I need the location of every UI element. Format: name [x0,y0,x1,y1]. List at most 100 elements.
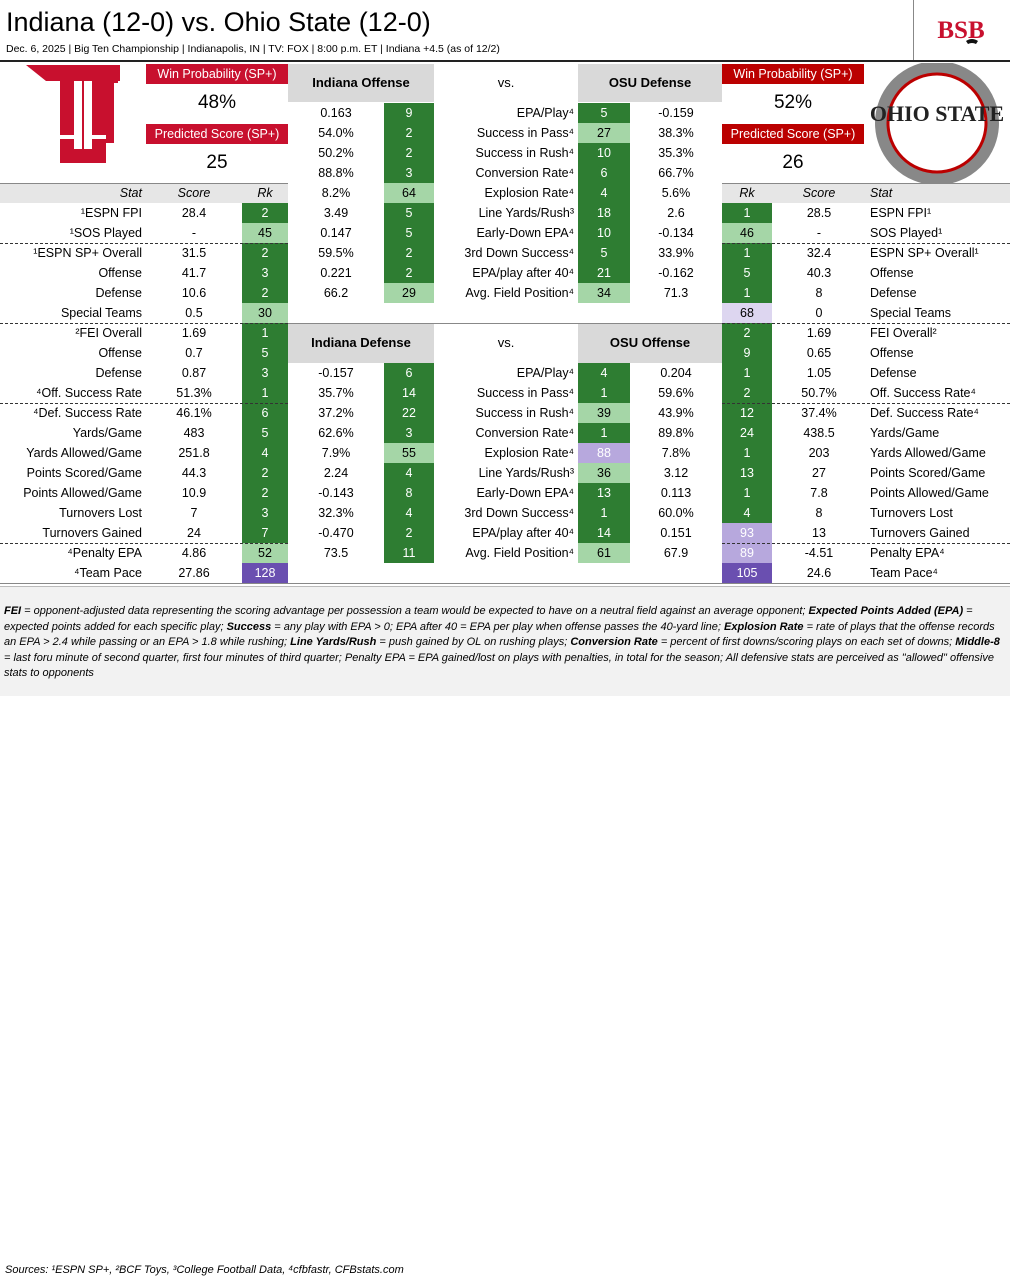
side-stat-label: Offense [870,346,914,360]
osu-value: 43.9% [658,406,694,420]
indiana-rank: 4 [384,463,434,483]
osu-value: 33.9% [658,246,694,260]
side-rank: 2 [722,323,772,343]
matchup-stat-label: EPA/play after 40⁴ [472,266,574,280]
indiana-value: 32.3% [318,506,354,520]
indiana-value: -0.143 [318,486,354,500]
side-rank: 3 [242,263,288,283]
indiana-value: 0.163 [320,106,352,120]
side-rank: 105 [722,563,772,583]
side-rank: 4 [722,503,772,523]
side-rank: 1 [722,483,772,503]
side-rank: 2 [722,383,772,403]
definitions-text: FEI = opponent-adjusted data representin… [4,604,1004,682]
row-divider [722,323,1010,324]
side-rank: 2 [242,283,288,303]
side-stat-label: Defense [870,286,917,300]
side-score: 0.5 [185,306,203,320]
side-stat-label: ¹ESPN FPI [80,206,142,220]
side-score: 7.8 [810,486,828,500]
osu-value: -0.162 [658,266,694,280]
indiana-value: 73.5 [323,546,349,560]
side-score: 41.7 [181,266,207,280]
side-stat-label: Yards Allowed/Game [870,446,986,460]
osu-rank: 61 [578,543,630,563]
osu-rank: 4 [578,183,630,203]
indiana-offense-header: Indiana Offense [288,64,434,102]
side-rank: 2 [242,243,288,263]
side-score: - [191,226,197,240]
side-rank: 1 [722,203,772,223]
osu-value: 0.204 [660,366,692,380]
notes-panel: FEI = opponent-adjusted data representin… [0,586,1010,1276]
predicted-score-label: Predicted Score (SP+) [146,124,288,144]
side-score: 37.4% [801,406,837,420]
side-rank: 7 [242,523,288,543]
side-stat-label: FEI Overall² [870,326,937,340]
side-stat-label: Turnovers Lost [870,506,953,520]
indiana-rank: 3 [384,423,434,443]
osu-value: 0.151 [660,526,692,540]
osu-value: -0.159 [658,106,694,120]
side-stat-label: Team Pace⁴ [870,566,938,580]
osu-rank: 27 [578,123,630,143]
side-rank: 68 [722,303,772,323]
matchup-stat-label: Avg. Field Position⁴ [465,286,574,300]
osu-rank: 1 [578,503,630,523]
matchup-stat-label: Success in Pass⁴ [476,126,574,140]
side-score: 0.7 [185,346,203,360]
osu-value: 66.7% [658,166,694,180]
side-score: 1.69 [181,326,207,340]
indiana-value: -0.470 [318,526,354,540]
osu-rank: 10 [578,143,630,163]
indiana-defense-header: Indiana Defense [288,323,434,363]
side-stat-label: Offense [98,266,142,280]
side-score: -4.51 [804,546,834,560]
header-divider [913,0,914,61]
side-stat-label: Yards/Game [72,426,142,440]
side-rank: 46 [722,223,772,243]
row-divider [0,403,288,404]
osu-rank: 13 [578,483,630,503]
side-stat-label: Turnovers Gained [42,526,142,540]
indiana-value: 54.0% [318,126,354,140]
side-stat-label: Def. Success Rate⁴ [870,406,979,420]
indiana-rank: 2 [384,263,434,283]
definition-text: = any play with EPA > 0; [271,620,396,633]
osu-rank: 14 [578,523,630,543]
side-rank: 93 [722,523,772,543]
side-score: 28.5 [806,206,832,220]
osu-rank: 21 [578,263,630,283]
win-probability-value: 52% [722,84,864,122]
matchup-stat-label: Explosion Rate⁴ [484,446,574,460]
side-stat-label: ⁴Def. Success Rate [33,406,142,420]
side-score: 8 [815,286,823,300]
right-rank-column-header: Rk [722,183,772,203]
row-divider [722,403,1010,404]
win-probability-label: Win Probability (SP+) [722,64,864,84]
side-rank: 1 [242,383,288,403]
vs-label: vs. [497,75,515,90]
osu-rank: 4 [578,363,630,383]
indiana-rank: 55 [384,443,434,463]
indiana-rank: 11 [384,543,434,563]
side-score: 27 [812,466,826,480]
osu-value: 0.113 [660,486,692,500]
side-rank: 2 [242,463,288,483]
indiana-rank: 5 [384,203,434,223]
indiana-rank: 14 [384,383,434,403]
indiana-value: 0.147 [320,226,352,240]
side-rank: 3 [242,363,288,383]
osu-value: 71.3 [663,286,689,300]
matchup-stat-label: 3rd Down Success⁴ [464,506,574,520]
indiana-value: 59.5% [318,246,354,260]
indiana-rank: 2 [384,123,434,143]
indiana-rank: 3 [384,163,434,183]
side-stat-label: Offense [870,266,914,280]
header-rule [0,60,1010,62]
side-score: - [816,226,822,240]
indiana-value: 2.24 [323,466,349,480]
definition-text: EPA after 40 = EPA per play when offense… [395,620,725,633]
side-score: 32.4 [806,246,832,260]
matchup-stat-label: Conversion Rate⁴ [475,166,574,180]
